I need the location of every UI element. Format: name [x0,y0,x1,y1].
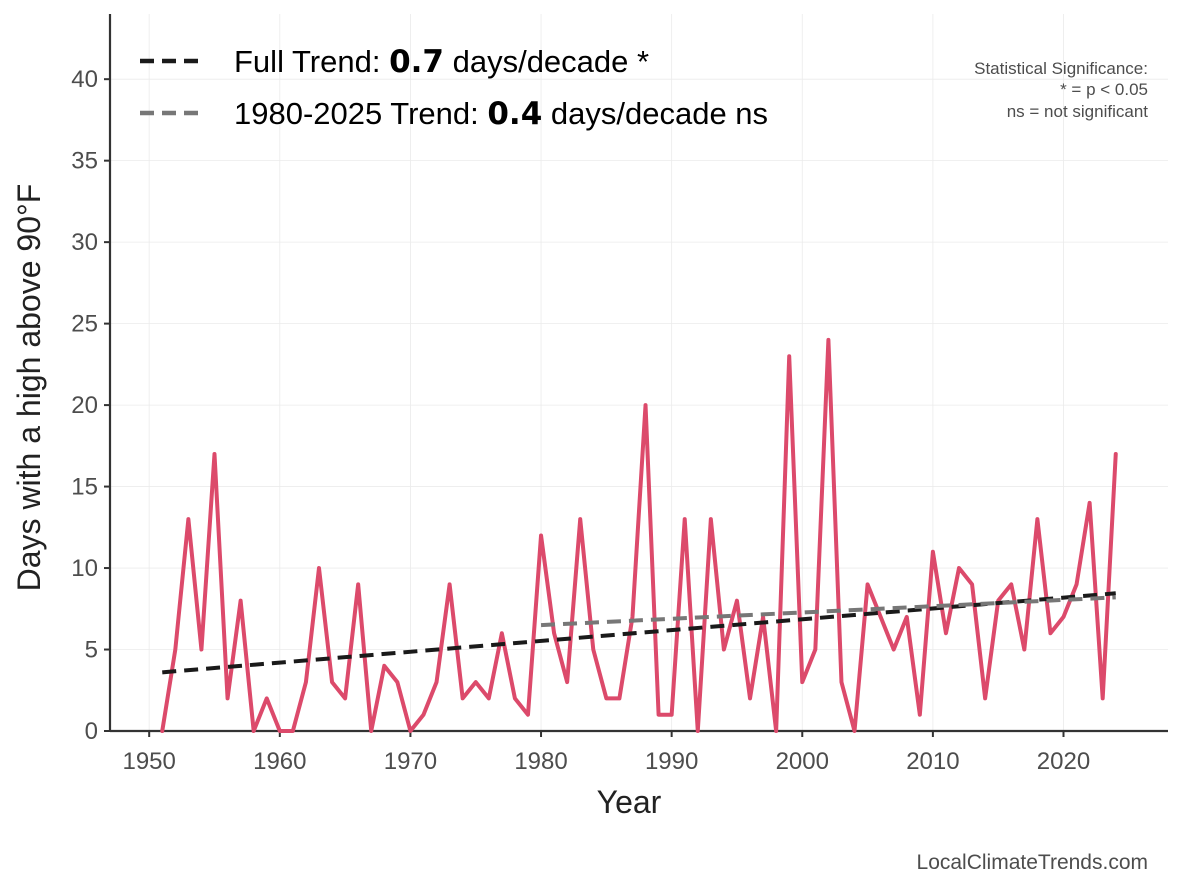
x-tick-label: 1950 [122,748,175,775]
y-tick-label: 10 [71,555,98,582]
y-tick-label: 25 [71,311,98,338]
x-tick-label: 1980 [514,748,567,775]
x-tick-label: 1970 [384,748,437,775]
legend-prefix: 1980-2025 Trend: [234,96,487,131]
legend-value: 0.4 [487,96,542,132]
x-tick-label: 1990 [645,748,698,775]
full-trend-line [162,591,1116,675]
legend-entry: 1980-2025 Trend: 0.4 days/decade ns [234,96,768,132]
significance-note-line: Statistical Significance: [974,59,1148,78]
y-axis-title: Days with a high above 90°F [11,184,47,592]
y-tick-label: 40 [71,66,98,93]
x-tick-label: 2020 [1037,748,1090,775]
y-tick-label: 20 [71,392,98,419]
x-tick-label: 2010 [906,748,959,775]
x-tick-label: 2000 [776,748,829,775]
credit-text: LocalClimateTrends.com [917,851,1148,874]
y-tick-label: 30 [71,229,98,256]
legend-suffix: days/decade ns [542,96,768,131]
y-tick-label: 35 [71,148,98,175]
legend-suffix: days/decade * [444,44,649,79]
recent-trend-line [540,595,1116,628]
significance-note-line: ns = not significant [1007,102,1149,121]
y-tick-label: 0 [85,718,98,745]
legend-value: 0.7 [389,44,444,80]
legend-prefix: Full Trend: [234,44,389,79]
significance-note-line: * = p < 0.05 [1060,80,1148,99]
y-tick-label: 5 [85,637,98,664]
x-axis-title: Year [597,784,662,820]
legend-entry: Full Trend: 0.7 days/decade * [234,44,649,80]
series-line [160,337,1118,733]
x-tick-label: 1960 [253,748,306,775]
y-tick-label: 15 [71,474,98,501]
